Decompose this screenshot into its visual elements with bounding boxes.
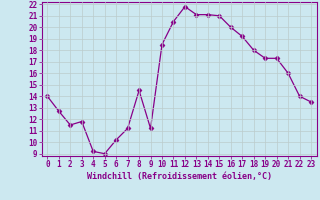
X-axis label: Windchill (Refroidissement éolien,°C): Windchill (Refroidissement éolien,°C) — [87, 172, 272, 181]
